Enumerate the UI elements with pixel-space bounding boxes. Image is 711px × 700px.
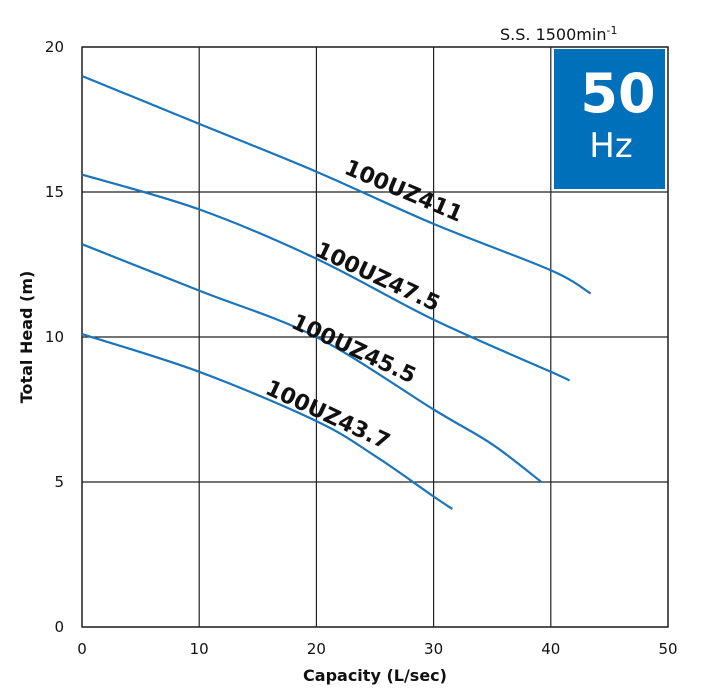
y-ticks: 0 5 10 15 20 [45, 38, 64, 636]
x-ticks: 0 10 20 30 40 50 [77, 640, 677, 658]
series-line-100UZ43.7 [81, 333, 453, 510]
x-tick-label: 10 [190, 640, 209, 658]
speed-label: S.S. 1500min-1 [500, 24, 617, 44]
x-tick-label: 20 [307, 640, 326, 658]
series-label: 100UZ45.5 [287, 310, 419, 389]
speed-exponent: -1 [606, 24, 617, 37]
frequency-badge [554, 49, 665, 189]
y-tick-label: 0 [54, 618, 64, 636]
frequency-unit: Hz [589, 126, 632, 166]
x-tick-label: 50 [658, 640, 677, 658]
plot-frame [81, 46, 669, 628]
y-tick-label: 5 [54, 473, 64, 491]
series-line-100UZ47.5 [81, 173, 571, 382]
x-tick-label: 0 [77, 640, 87, 658]
series-label: 100UZ43.7 [261, 376, 393, 455]
y-axis-label: Total Head (m) [17, 271, 36, 404]
frequency-value: 50 [580, 62, 655, 125]
y-tick-label: 10 [45, 328, 64, 346]
y-tick-label: 15 [45, 183, 64, 201]
series-label: 100UZ47.5 [311, 238, 443, 317]
series-line-100UZ45.5 [81, 243, 543, 483]
grid [81, 46, 669, 628]
x-axis-label: Capacity (L/sec) [303, 666, 447, 685]
speed-text: S.S. 1500min [500, 25, 606, 44]
x-tick-label: 30 [424, 640, 443, 658]
x-tick-label: 40 [541, 640, 560, 658]
y-tick-label: 20 [45, 38, 64, 56]
series-line-100UZ411 [81, 74, 592, 295]
series-lines [81, 74, 592, 510]
